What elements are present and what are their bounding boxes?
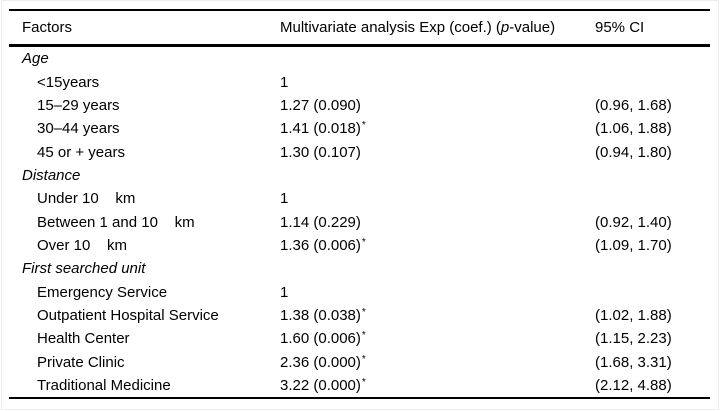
estimate-cell: 1.14 (0.229) (280, 214, 595, 231)
significance-asterisk: * (361, 330, 366, 342)
estimate-cell: 1.27 (0.090) (280, 97, 595, 114)
factor-cell: 15–29 years (37, 96, 120, 114)
significance-asterisk: * (361, 236, 366, 248)
table-row: Health Center 1.60 (0.006)* (1.15, 2.23) (9, 327, 710, 350)
table-row: 45 or + years 1.30 (0.107) (0.94, 1.80) (9, 140, 710, 163)
table-row: Traditional Medicine 3.22 (0.000)* (2.12… (9, 374, 710, 397)
estimate-value: 1.27 (0.090) (280, 96, 361, 114)
estimate-value: 1.14 (0.229) (280, 213, 361, 231)
factor-cell: Traditional Medicine (37, 376, 171, 394)
estimate-value: 1.30 (0.107) (280, 143, 361, 161)
estimate-cell: 1.36 (0.006)* (280, 237, 595, 254)
estimate-value: 3.22 (0.000) (280, 376, 361, 394)
significance-asterisk: * (361, 120, 366, 132)
ci-cell: (0.96, 1.68) (595, 96, 672, 114)
estimate-value: 1.38 (0.038) (280, 306, 361, 324)
ci-cell: (1.06, 1.88) (595, 120, 672, 138)
significance-asterisk: * (361, 306, 366, 318)
factor-cell: Health Center (37, 330, 130, 348)
estimate-value: 1 (280, 190, 289, 208)
factor-cell: Between 1 and 10 km (37, 213, 195, 231)
table-body: Age <15years 1 15–29 years 1.27 (0.090) … (9, 47, 710, 400)
factor-cell: <15years (37, 73, 100, 91)
section-label: Age (22, 50, 49, 68)
section-label: Distance (22, 166, 81, 184)
table-row: Under 10 km 1 (9, 187, 710, 210)
table-row: 15–29 years 1.27 (0.090) (0.96, 1.68) (9, 94, 710, 117)
factor-cell: Emergency Service (37, 283, 168, 301)
estimate-value: 2.36 (0.000) (280, 353, 361, 371)
table-row: Private Clinic 2.36 (0.000)* (1.68, 3.31… (9, 350, 710, 373)
estimate-cell: 1.38 (0.038)* (280, 307, 595, 324)
estimate-cell: 2.36 (0.000)* (280, 354, 595, 371)
estimate-cell: 3.22 (0.000)* (280, 377, 595, 394)
column-header-factors: Factors (22, 19, 73, 36)
factor-cell: Outpatient Hospital Service (37, 306, 219, 324)
table-header-row: Factors Multivariate analysis Exp (coef.… (9, 9, 710, 47)
column-header-p-italic: p (500, 19, 510, 36)
ci-cell: (0.94, 1.80) (595, 143, 672, 161)
estimate-cell: 1 (280, 190, 595, 207)
column-header-estimate-text: Multivariate analysis Exp (coef.) ( (280, 19, 501, 36)
ci-cell: (2.12, 4.88) (595, 376, 672, 394)
significance-asterisk: * (361, 376, 366, 388)
section-row-first-searched-unit: First searched unit (9, 257, 710, 280)
estimate-value: 1.60 (0.006) (280, 330, 361, 348)
factor-cell: 30–44 years (37, 120, 120, 138)
ci-cell: (0.92, 1.40) (595, 213, 672, 231)
estimate-cell: 1 (280, 284, 595, 301)
table-row: 30–44 years 1.41 (0.018)* (1.06, 1.88) (9, 117, 710, 140)
ci-cell: (1.15, 2.23) (595, 330, 672, 348)
table-row: <15years 1 (9, 70, 710, 93)
section-row-distance: Distance (9, 164, 710, 187)
column-header-ci: 95% CI (595, 19, 645, 36)
estimate-value: 1.41 (0.018) (280, 120, 361, 138)
section-row-age: Age (9, 47, 710, 70)
factor-cell: 45 or + years (37, 143, 125, 161)
estimate-cell: 1 (280, 74, 595, 91)
estimate-value: 1 (280, 283, 289, 301)
ci-cell: (1.68, 3.31) (595, 353, 672, 371)
table-row: Over 10 km 1.36 (0.006)* (1.09, 1.70) (9, 234, 710, 257)
table-row: Between 1 and 10 km 1.14 (0.229) (0.92, … (9, 210, 710, 233)
estimate-value: 1.36 (0.006) (280, 236, 361, 254)
column-header-estimate: Multivariate analysis Exp (coef.) (p-val… (280, 19, 595, 36)
estimate-value: 1 (280, 73, 289, 91)
table-row: Emergency Service 1 (9, 280, 710, 303)
estimate-cell: 1.41 (0.018)* (280, 120, 595, 137)
factor-cell: Private Clinic (37, 353, 125, 371)
multivariate-analysis-table: Factors Multivariate analysis Exp (coef.… (9, 9, 710, 400)
factor-cell: Under 10 km (37, 190, 136, 208)
section-label: First searched unit (22, 260, 146, 278)
ci-cell: (1.02, 1.88) (595, 306, 672, 324)
column-header-estimate-text-end: -value) (509, 19, 556, 36)
table-row: Outpatient Hospital Service 1.38 (0.038)… (9, 304, 710, 327)
factor-cell: Over 10 km (37, 236, 128, 254)
significance-asterisk: * (361, 353, 366, 365)
estimate-cell: 1.30 (0.107) (280, 144, 595, 161)
ci-cell: (1.09, 1.70) (595, 236, 672, 254)
estimate-cell: 1.60 (0.006)* (280, 330, 595, 347)
